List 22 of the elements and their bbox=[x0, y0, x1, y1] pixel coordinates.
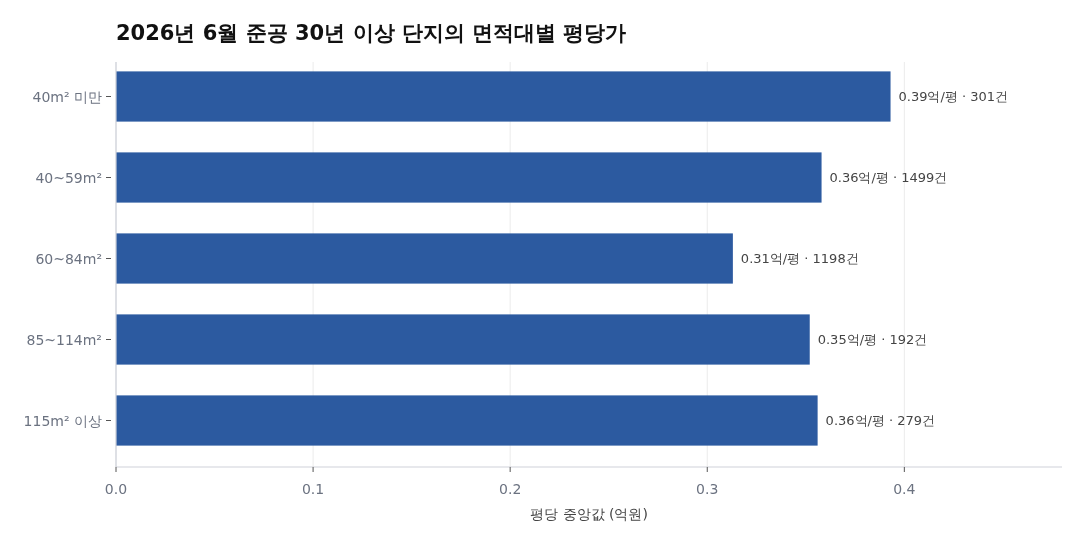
bar bbox=[116, 395, 818, 446]
x-tick-label: 0.3 bbox=[696, 481, 719, 497]
y-tick-label: 40~59m² bbox=[35, 169, 102, 186]
data-label: 0.31억/평 · 1198건 bbox=[740, 251, 859, 266]
data-label: 0.35억/평 · 192건 bbox=[817, 332, 928, 347]
data-label: 0.36억/평 · 1499건 bbox=[829, 170, 948, 185]
y-tick-label: 115m² 이상 bbox=[23, 412, 102, 429]
y-tick-label: 60~84m² bbox=[35, 250, 102, 267]
y-tick-label: 40m² 미만 bbox=[32, 88, 102, 105]
bar bbox=[116, 233, 733, 284]
y-tick-label: 85~114m² bbox=[26, 331, 102, 348]
chart-title: 2026년 6월 준공 30년 이상 단지의 면적대별 평당가 bbox=[116, 21, 627, 45]
bar bbox=[116, 71, 891, 122]
data-label: 0.39억/평 · 301건 bbox=[898, 89, 1009, 104]
x-axis-title: 평당 중앙값 (억원) bbox=[530, 506, 648, 522]
data-label: 0.36억/평 · 279건 bbox=[825, 413, 936, 428]
x-tick-label: 0.4 bbox=[893, 481, 916, 497]
bar bbox=[116, 152, 822, 203]
x-tick-label: 0.1 bbox=[301, 481, 325, 497]
x-tick-label: 0.0 bbox=[104, 481, 128, 497]
x-tick-label: 0.2 bbox=[499, 481, 522, 497]
bar bbox=[116, 314, 810, 365]
